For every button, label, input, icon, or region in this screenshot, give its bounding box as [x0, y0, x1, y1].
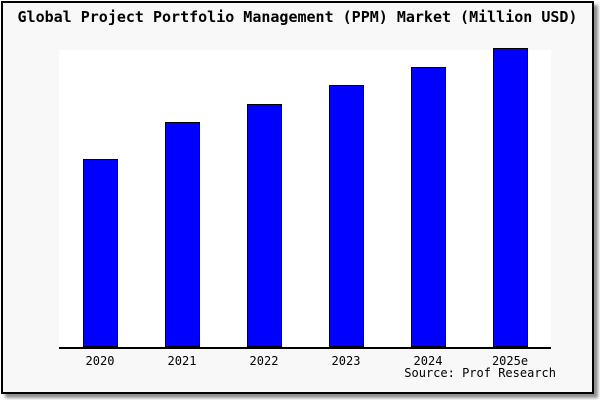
x-tick-label-2025e: 2025e [491, 354, 529, 368]
bar-2021 [164, 122, 200, 347]
chart-figure: Global Project Portfolio Management (PPM… [1, 1, 594, 394]
x-tick-label-2022: 2022 [249, 354, 279, 368]
bar-2022 [246, 103, 282, 347]
bar-2020 [82, 159, 118, 347]
chart-title: Global Project Portfolio Management (PPM… [17, 8, 578, 26]
source-note: Source: Prof Research [404, 366, 556, 380]
x-tick-label-2023: 2023 [331, 354, 361, 368]
bar-2025e [492, 48, 528, 347]
x-tick-label-2021: 2021 [167, 354, 197, 368]
x-tick-label-2024: 2024 [413, 354, 443, 368]
x-axis-ticks: 2020 2021 2022 2023 2024 2025e [59, 354, 551, 370]
x-tick-label-2020: 2020 [85, 354, 115, 368]
bar-2024 [410, 66, 446, 347]
plot-area [59, 48, 551, 349]
bar-2023 [328, 85, 364, 347]
